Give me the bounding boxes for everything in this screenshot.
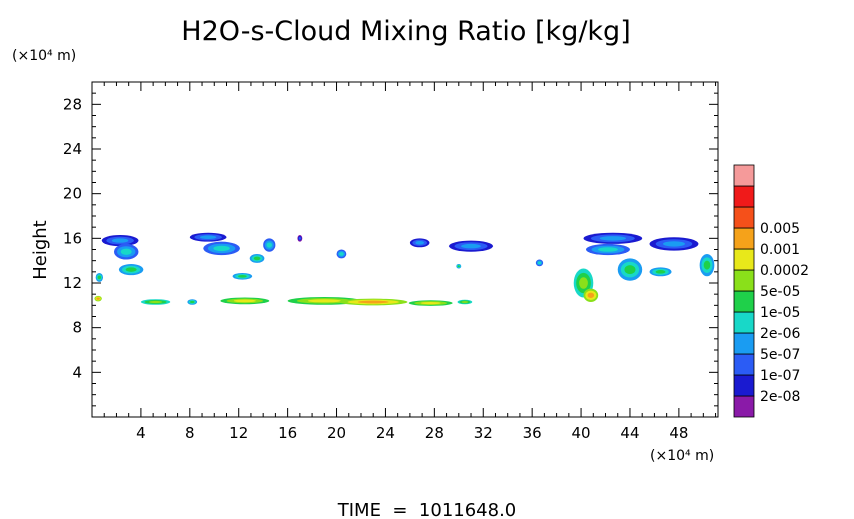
cloud-patch-peak xyxy=(339,252,344,256)
cloud-patch-peak xyxy=(599,236,627,241)
cloud-patch-peak xyxy=(120,248,132,255)
cloud-patch-peak xyxy=(298,236,301,240)
chart-title: H2O-s-Cloud Mixing Ratio [kg/kg] xyxy=(181,16,630,47)
colorbar-label: 1e-05 xyxy=(760,305,800,321)
cloud-patch-peak xyxy=(457,265,460,268)
colorbar-swatch xyxy=(733,185,755,208)
x-tick-label: 48 xyxy=(669,424,688,442)
colorbar-label: 2e-06 xyxy=(760,326,800,342)
colorbar-label: 0.005 xyxy=(760,221,800,237)
colorbar-swatch xyxy=(733,290,755,313)
y-unit-label: (×10⁴ m) xyxy=(12,48,76,64)
cloud-patch-peak xyxy=(199,235,217,240)
y-tick-label: 16 xyxy=(63,229,82,247)
x-tick-label: 20 xyxy=(327,424,346,442)
colorbar-swatch xyxy=(733,227,755,250)
cloud-patch-peak xyxy=(662,241,685,247)
cloud-patch-peak xyxy=(237,274,247,278)
cloud-patch-peak xyxy=(587,292,595,298)
x-tick-label: 40 xyxy=(572,424,591,442)
y-tick-label: 28 xyxy=(63,95,82,113)
cloud-patch-peak xyxy=(461,301,469,303)
cloud-patch-peak xyxy=(307,299,341,303)
colorbar-swatch xyxy=(733,164,755,187)
colorbar-swatch xyxy=(733,374,755,397)
cloud-patch-peak xyxy=(537,261,542,265)
colorbar-label: 5e-05 xyxy=(760,284,800,300)
x-tick-label: 36 xyxy=(523,424,542,442)
y-tick-label: 8 xyxy=(72,319,82,337)
x-tick-label: 44 xyxy=(620,424,639,442)
cloud-patch-peak xyxy=(624,265,636,275)
cloud-patch-peak xyxy=(655,270,666,274)
cloud-patch-peak xyxy=(420,301,441,305)
cloud-patch-peak xyxy=(253,256,261,261)
colorbar-swatch xyxy=(733,248,755,271)
x-tick-label: 16 xyxy=(278,424,297,442)
cloud-patch-peak xyxy=(96,297,100,300)
cloud-patch-peak xyxy=(703,260,711,270)
x-tick-label: 12 xyxy=(229,424,248,442)
colorbar-swatch xyxy=(733,332,755,355)
colorbar-swatch xyxy=(733,395,755,418)
cloud-patch-peak xyxy=(579,277,588,289)
footer-time: TIME = 1011648.0 xyxy=(337,500,517,519)
colorbar-swatch xyxy=(733,353,755,376)
cloud-patch-peak xyxy=(125,267,137,272)
colorbar-label: 0.0002 xyxy=(760,263,809,279)
x-unit-label: (×10⁴ m) xyxy=(650,448,714,464)
y-tick-label: 20 xyxy=(63,185,82,203)
y-tick-label: 24 xyxy=(63,140,82,158)
cloud-patch-peak xyxy=(461,243,481,249)
x-tick-label: 4 xyxy=(136,424,146,442)
x-tick-label: 8 xyxy=(185,424,195,442)
cloud-patch-peak xyxy=(415,241,425,245)
cloud-patch-peak xyxy=(97,275,101,280)
colorbar-label: 2e-08 xyxy=(760,389,800,405)
cloud-patch-peak xyxy=(148,300,163,304)
x-tick-label: 28 xyxy=(425,424,444,442)
cloud-patch-peak xyxy=(111,238,129,243)
x-tick-label: 32 xyxy=(474,424,493,442)
cloud-patch-peak xyxy=(598,247,618,252)
y-tick-label: 4 xyxy=(72,363,82,381)
y-axis-label: Height xyxy=(30,220,51,280)
colorbar: 2e-08 1e-07 5e-07 2e-06 1e-05 5e-05 0.0002 0.00… xyxy=(733,164,809,418)
cloud-field xyxy=(94,232,715,306)
cloud-patch-peak xyxy=(213,245,230,252)
colorbar-label: 1e-07 xyxy=(760,368,800,384)
cloud-patch-peak xyxy=(266,242,273,248)
colorbar-swatch xyxy=(733,269,755,292)
cloud-patch-peak xyxy=(190,300,195,304)
x-tick-label: 24 xyxy=(376,424,395,442)
colorbar-swatch xyxy=(733,311,755,334)
colorbar-label: 0.001 xyxy=(760,242,800,258)
cloud-patch-peak xyxy=(357,300,389,304)
colorbar-label: 5e-07 xyxy=(760,347,800,363)
y-tick-label: 12 xyxy=(63,274,82,292)
colorbar-swatch xyxy=(733,206,755,229)
cloud-patch-peak xyxy=(233,299,256,303)
